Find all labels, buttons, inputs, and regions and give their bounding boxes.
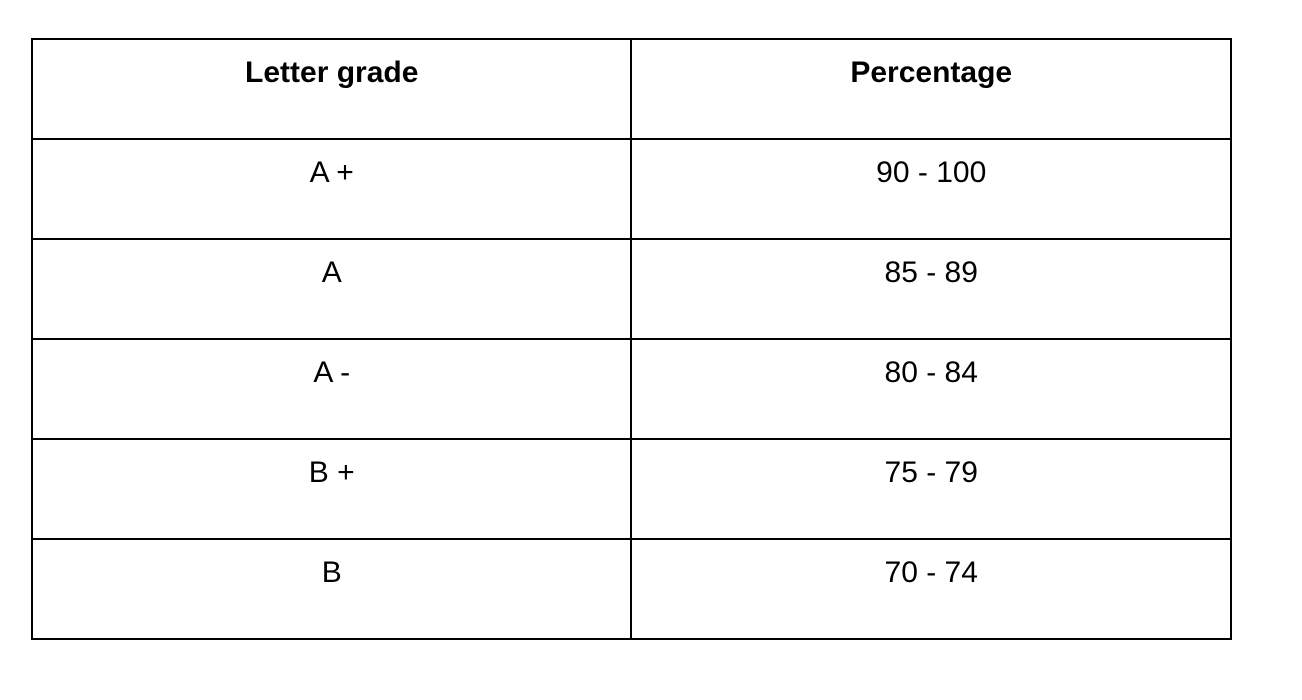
- table-cell: 90 - 100: [630, 138, 1232, 240]
- table-cell: A -: [30, 338, 633, 440]
- table-cell: B: [30, 538, 633, 640]
- header-row: Letter grade Percentage: [30, 38, 1232, 140]
- table-cell: 75 - 79: [630, 438, 1232, 540]
- table-cell: B +: [30, 438, 633, 540]
- table-row: A 85 - 89: [30, 238, 1232, 340]
- table-row: A -80 - 84: [30, 338, 1232, 440]
- table-cell: 85 - 89: [630, 238, 1232, 340]
- table-body: A +90 - 100 A 85 - 89 A -80 - 84 B +75 - 79 B…: [30, 138, 1232, 640]
- table-cell: 70 - 74: [630, 538, 1232, 640]
- table-cell: A +: [30, 138, 633, 240]
- grade-table: Letter grade Percentage A +90 - 100 A 85 - …: [30, 38, 1232, 640]
- table-row: A +90 - 100: [30, 138, 1232, 240]
- table-cell: 80 - 84: [630, 338, 1232, 440]
- table-row: B +75 - 79: [30, 438, 1232, 540]
- header-cell: Percentage: [630, 38, 1232, 140]
- table-cell: A: [30, 238, 633, 340]
- header-cell: Letter grade: [30, 38, 633, 140]
- table-row: B 70 - 74: [30, 538, 1232, 640]
